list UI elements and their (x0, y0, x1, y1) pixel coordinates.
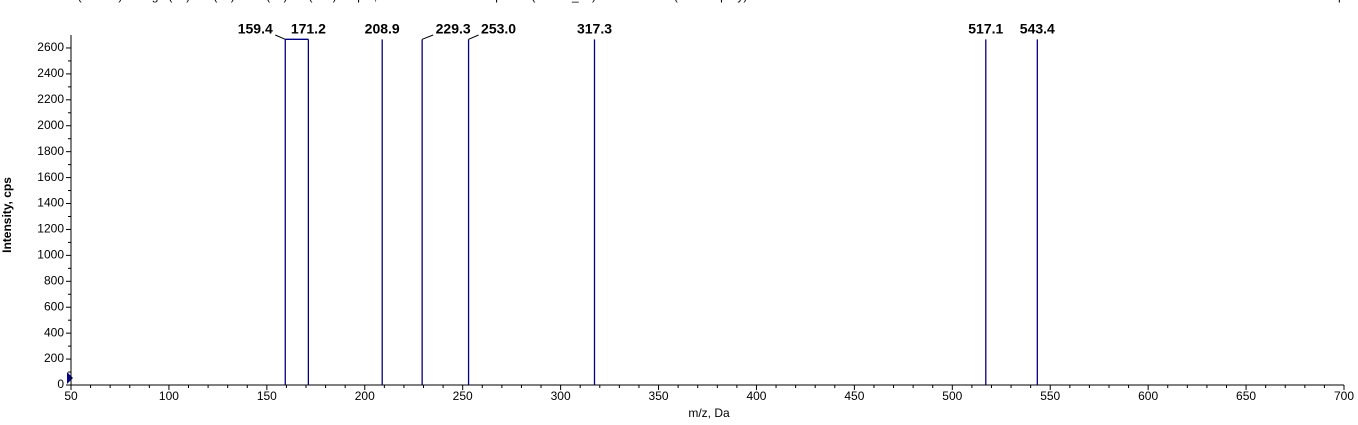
peak-label: 543.4 (1020, 21, 1055, 37)
peak-label: 171.2 (291, 21, 326, 37)
y-tick-label: 0 (57, 377, 64, 391)
leader-line (421, 34, 434, 40)
x-tick-label: 450 (844, 389, 864, 403)
x-axis-label: m/z, Da (688, 406, 730, 420)
x-tick-label: 350 (649, 389, 669, 403)
x-tick-label: 250 (453, 389, 473, 403)
peak-label: 517.1 (968, 21, 1003, 37)
origin-marker (67, 372, 73, 384)
y-tick-label: 600 (44, 299, 64, 313)
y-tick-label: 400 (44, 325, 64, 339)
y-tick-label: 1000 (37, 248, 64, 262)
peak-label: 159.4 (238, 21, 273, 37)
leader-line (468, 34, 479, 40)
y-tick-label: 1600 (37, 170, 64, 184)
x-tick-label: 100 (159, 389, 179, 403)
x-tick-label: 150 (257, 389, 277, 403)
y-tick-label: 2600 (37, 40, 64, 54)
y-tick-label: 200 (44, 351, 64, 365)
x-tick-label: 300 (551, 389, 571, 403)
y-tick-label: 1200 (37, 222, 64, 236)
x-tick-label: 550 (1040, 389, 1060, 403)
chart-title: +EPI (545.10) Charge (+0) CE (40) CES (1… (48, 0, 747, 3)
y-tick-label: 1800 (37, 144, 64, 158)
peak-label: 317.3 (577, 21, 612, 37)
y-tick-label: 2000 (37, 118, 64, 132)
y-tick-label: 800 (44, 273, 64, 287)
y-tick-label: 2400 (37, 66, 64, 80)
x-tick-label: 200 (355, 389, 375, 403)
max-label: Max. 2666.7 cps. (1263, 0, 1354, 3)
x-tick-label: 50 (64, 389, 78, 403)
y-tick-label: 1400 (37, 196, 64, 210)
x-tick-label: 650 (1236, 389, 1256, 403)
y-axis-label: Intensity, cps (0, 177, 14, 253)
x-tick-label: 600 (1138, 389, 1158, 403)
x-tick-label: 700 (1334, 389, 1354, 403)
x-tick-label: 500 (942, 389, 962, 403)
y-tick-label: 2200 (37, 92, 64, 106)
leader-line (275, 34, 286, 40)
x-tick-label: 400 (746, 389, 766, 403)
peak-label: 253.0 (481, 21, 516, 37)
peak-label: 229.3 (436, 21, 471, 37)
peak-label: 208.9 (365, 21, 400, 37)
